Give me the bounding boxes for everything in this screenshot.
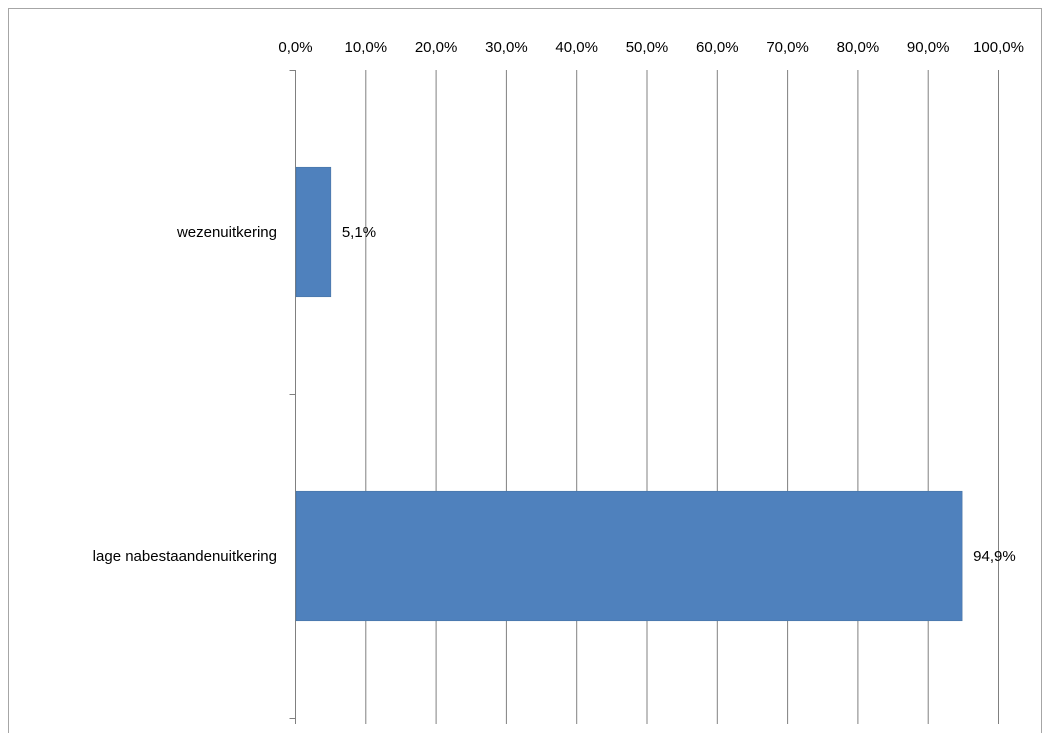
gridlines [295,70,999,724]
data-label: 5,1% [342,224,376,241]
axes [289,70,296,719]
data-label: 94,9% [973,548,1016,565]
category-label: lage nabestaandenuitkering [93,548,277,565]
x-tick-label: 80,0% [837,39,880,56]
x-tick-label: 0,0% [278,39,312,56]
x-tick-label: 90,0% [907,39,950,56]
bar-2 [295,490,963,622]
category-label: wezenuitkering [176,224,277,241]
x-tick-label: 20,0% [415,39,458,56]
x-tick-label: 50,0% [626,39,669,56]
x-tick-labels: 0,0% 10,0% 20,0% 30,0% 40,0% 50,0% 60,0% 70,0% 8… [278,39,1024,56]
x-tick-label: 30,0% [485,39,528,56]
x-tick-label: 60,0% [696,39,739,56]
x-tick-label: 70,0% [766,39,809,56]
bars [295,166,963,622]
bar-1 [295,166,332,298]
x-tick-label: 40,0% [555,39,598,56]
x-tick-label: 10,0% [345,39,388,56]
x-tick-label: 100,0% [973,39,1024,56]
category-labels: wezenuitkering lage nabestaandenuitkering [93,224,277,565]
data-labels: 5,1% 94,9% [342,224,1016,565]
